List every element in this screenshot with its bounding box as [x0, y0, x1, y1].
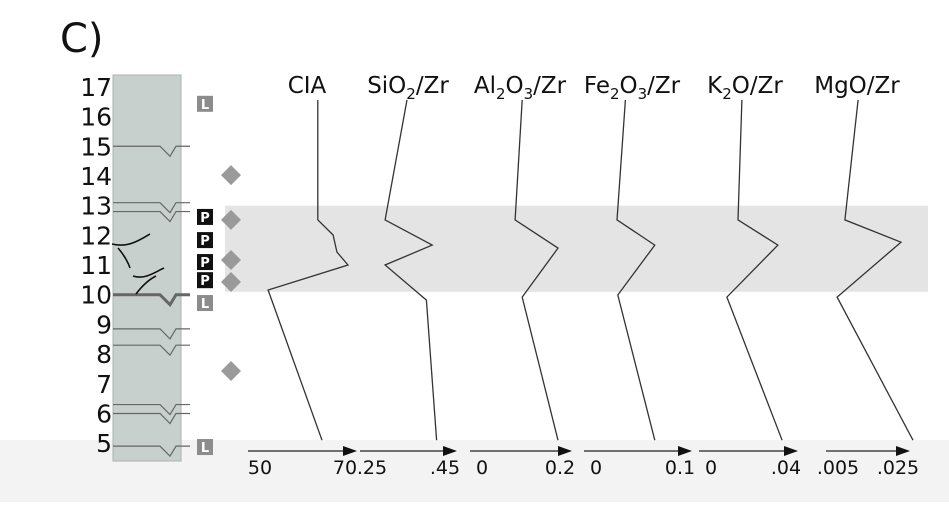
x-tick-label: 0 — [590, 457, 602, 479]
figure: C) 567891011121314151617LPPPPLLCIA5070Si… — [0, 0, 949, 502]
panel-label: C) — [60, 16, 104, 62]
x-tick-label: 0 — [476, 457, 488, 479]
x-tick-label: 70 — [333, 457, 357, 479]
x-tick-label: .025 — [877, 457, 919, 479]
x-tick-label: .45 — [430, 457, 460, 479]
y-tick-label: 12 — [80, 221, 112, 250]
y-tick-label: 14 — [80, 162, 112, 191]
marker-label: P — [200, 256, 210, 271]
x-tick-label: .04 — [771, 457, 801, 479]
y-tick-label: 5 — [96, 429, 112, 458]
x-tick-label: 50 — [248, 457, 272, 479]
strat-column — [113, 75, 181, 461]
panel-title: Fe2O3/Zr — [584, 73, 681, 103]
y-tick-label: 15 — [80, 132, 112, 161]
y-tick-label: 7 — [96, 370, 112, 399]
y-tick-label: 8 — [96, 340, 112, 369]
marker-label: P — [200, 211, 210, 226]
x-tick-label: 0.1 — [665, 457, 695, 479]
y-tick-label: 13 — [80, 192, 112, 221]
y-tick-label: 6 — [96, 399, 112, 428]
highlight-band — [225, 206, 928, 292]
sample-diamond — [221, 165, 241, 185]
y-tick-label: 9 — [96, 310, 112, 339]
marker-label: P — [200, 274, 210, 289]
y-tick-label: 17 — [80, 73, 112, 102]
marker-label: P — [200, 234, 210, 249]
marker-label: L — [201, 297, 209, 312]
sample-diamond — [221, 361, 241, 381]
y-tick-label: 10 — [80, 281, 112, 310]
x-tick-label: 0.2 — [545, 457, 575, 479]
panel-title: CIA — [288, 73, 327, 99]
marker-label: L — [201, 441, 209, 456]
x-tick-label: .005 — [817, 457, 859, 479]
x-tick-label: .25 — [357, 457, 387, 479]
marker-label: L — [201, 98, 209, 113]
x-tick-label: 0 — [705, 457, 717, 479]
panel-title: K2O/Zr — [707, 73, 783, 103]
y-tick-label: 16 — [80, 103, 112, 132]
panel-title: MgO/Zr — [814, 73, 900, 99]
y-tick-label: 11 — [80, 251, 112, 280]
panel-title: SiO2/Zr — [367, 73, 449, 103]
panel-title: Al2O3/Zr — [474, 73, 567, 103]
